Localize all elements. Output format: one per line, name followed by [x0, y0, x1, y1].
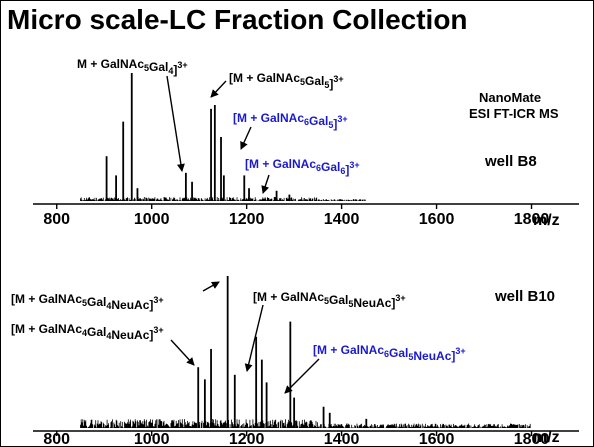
annotation-b10-0: [M + GalNAc5Gal4NeuAc]3+	[11, 292, 164, 312]
arrow-b10-3	[284, 358, 320, 394]
x-tick-label: 1200	[229, 431, 265, 446]
x-tick-label: 800	[43, 211, 70, 228]
spectrum-b10: 800 1000 1200 1400 1600 1800	[33, 276, 579, 446]
annotation-arrows	[166, 75, 320, 394]
arrow-b10-2	[170, 339, 195, 366]
x-axis-label-b10: m/z	[533, 429, 560, 446]
x-tick-label: 1400	[324, 211, 360, 228]
spectrum-b8: 800 1000 1200 1400 1600 1800	[33, 73, 579, 228]
annotation-b8-3: [M + GalNAc6Gal6]3+	[245, 157, 360, 177]
arrow-b8-2	[240, 126, 252, 150]
annotation-b10-1: [M + GalNAc5Gal5NeuAc]3+	[253, 290, 406, 310]
annotation-b10-3: [M + GalNAc6Gal5NeuAc]3+	[313, 343, 466, 363]
x-tick-label: 1000	[134, 431, 170, 446]
well-label-b8: well B8	[484, 153, 537, 170]
x-tick-label: 1200	[229, 211, 265, 228]
figure-title: Micro scale-LC Fraction Collection	[7, 4, 468, 35]
x-tick-label: 1600	[419, 211, 455, 228]
annotation-b8-0: M + GalNAc5Gal4]3+	[77, 57, 188, 77]
x-tick-label: 1600	[419, 431, 455, 446]
annotation-b10-2: [M + GalNAc4Gal4NeuAc]3+	[11, 322, 164, 342]
arrow-b8-0	[166, 75, 185, 172]
arrow-b8-1	[210, 80, 227, 98]
x-axis-label-b8: m/z	[533, 212, 560, 229]
x-tick-label: 1800	[514, 211, 550, 228]
arrow-b10-0	[202, 281, 220, 292]
x-tick-label: 1800	[514, 431, 550, 446]
instrument-line-2: ESI FT-ICR MS	[469, 106, 559, 121]
x-tick-label: 1000	[134, 211, 170, 228]
instrument-line-1: NanoMate	[479, 90, 541, 105]
arrow-b8-3	[261, 174, 270, 194]
annotation-b8-2: [M + GalNAc6Gal5]3+	[233, 111, 348, 131]
x-tick-label: 1400	[324, 431, 360, 446]
baseline-noise	[80, 197, 366, 201]
well-label-b10: well B10	[494, 288, 555, 305]
baseline-noise	[80, 419, 532, 428]
x-tick-label: 800	[43, 431, 70, 446]
arrow-b10-1	[244, 304, 264, 372]
annotation-b8-1: [M + GalNAc5Gal5]3+	[229, 71, 344, 91]
